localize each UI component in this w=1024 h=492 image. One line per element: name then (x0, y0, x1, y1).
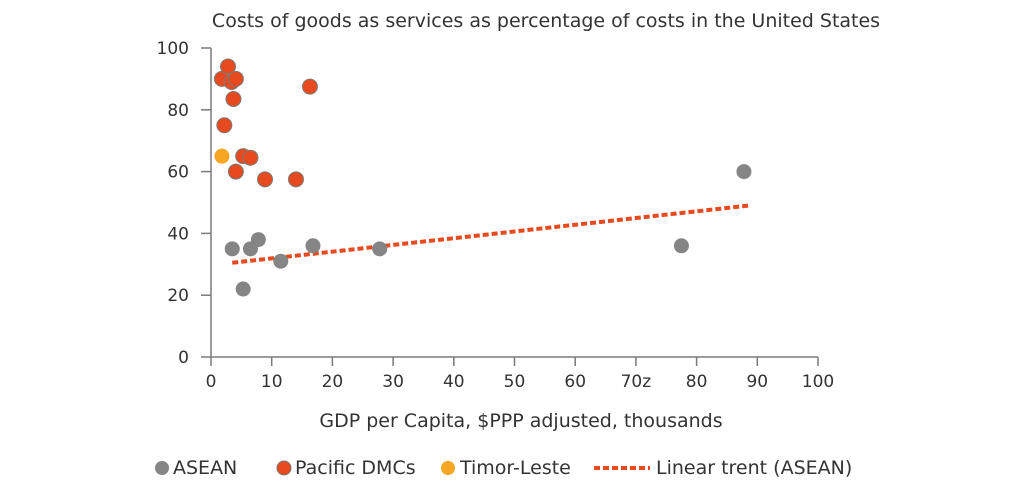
x-tick-label: 80 (686, 372, 708, 392)
legend-label-pacific-dmcs: Pacific DMCs (295, 457, 416, 479)
point-pacific-dmcs (301, 78, 318, 95)
legend-swatch-asean (155, 461, 169, 475)
point-asean (305, 238, 321, 254)
x-tick-label: 90 (746, 372, 768, 392)
x-tick-label: 10 (261, 372, 283, 392)
point-asean (235, 281, 251, 297)
point-pacific-dmcs (216, 117, 233, 134)
y-tick-label: 40 (167, 224, 189, 244)
y-tick-label: 80 (167, 101, 189, 121)
point-asean (736, 164, 752, 180)
x-axis-title: GDP per Capita, $PPP adjusted, thousands (319, 410, 722, 432)
trendline-layer (232, 203, 749, 265)
x-tick-label: 70z (621, 372, 652, 392)
point-pacific-dmcs (225, 90, 242, 107)
y-tick-label: 100 (157, 39, 189, 59)
point-asean (250, 232, 266, 248)
point-pacific-dmcs (219, 58, 236, 75)
legend-swatch-pacific-dmcs (276, 460, 292, 476)
point-asean (273, 253, 289, 269)
x-tick-label: 50 (504, 372, 526, 392)
y-tick-label: 60 (167, 163, 189, 183)
point-pacific-dmcs (242, 149, 259, 166)
x-tick-label: 60 (564, 372, 586, 392)
point-pacific-dmcs (227, 163, 244, 180)
point-timor-leste (214, 148, 230, 164)
legend-label-trendline: Linear trent (ASEAN) (656, 457, 852, 479)
point-pacific-dmcs (257, 171, 274, 188)
x-ticks: 0 10 20 30 40 50 60 70z 80 90 100 (206, 357, 834, 392)
y-tick-label: 0 (178, 348, 189, 368)
x-tick-label: 20 (322, 372, 344, 392)
axes (210, 48, 818, 358)
legend-label-asean: ASEAN (173, 457, 237, 479)
legend: ASEAN Pacific DMCs Timor-Leste Linear tr… (155, 457, 852, 479)
legend-label-timor-leste: Timor-Leste (459, 457, 571, 479)
legend-item-trendline: Linear trent (ASEAN) (594, 457, 852, 479)
trendline-asean (232, 203, 749, 265)
point-asean (673, 238, 689, 254)
chart-title: Costs of goods as services as percentage… (212, 10, 880, 32)
y-tick-label: 20 (167, 286, 189, 306)
point-asean (224, 241, 240, 257)
legend-item-timor-leste: Timor-Leste (441, 457, 571, 479)
y-ticks: 0 20 40 60 80 100 (157, 39, 211, 368)
points-layer (213, 58, 752, 297)
point-asean (372, 241, 388, 257)
x-tick-label: 0 (206, 372, 217, 392)
x-tick-label: 100 (802, 372, 834, 392)
x-tick-label: 40 (443, 372, 465, 392)
x-tick-label: 30 (382, 372, 404, 392)
legend-swatch-timor-leste (441, 461, 455, 475)
legend-item-pacific-dmcs: Pacific DMCs (276, 457, 416, 479)
point-pacific-dmcs (227, 70, 244, 87)
point-pacific-dmcs (287, 171, 304, 188)
legend-item-asean: ASEAN (155, 457, 237, 479)
